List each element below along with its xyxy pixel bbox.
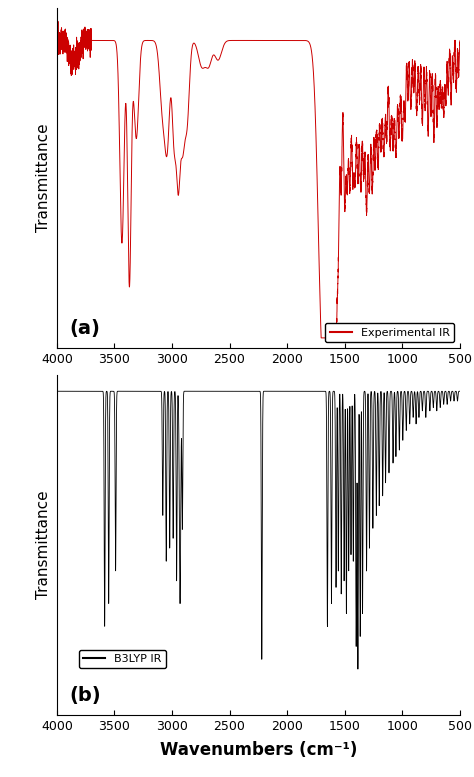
Text: (a): (a) (69, 319, 100, 337)
Y-axis label: Transmittance: Transmittance (36, 124, 51, 232)
X-axis label: Wavenumbers (cm⁻¹): Wavenumbers (cm⁻¹) (160, 741, 357, 759)
Text: (b): (b) (69, 685, 100, 705)
Legend: Experimental IR: Experimental IR (325, 323, 454, 342)
Y-axis label: Transmittance: Transmittance (36, 490, 51, 599)
Legend: B3LYP IR: B3LYP IR (79, 650, 166, 668)
